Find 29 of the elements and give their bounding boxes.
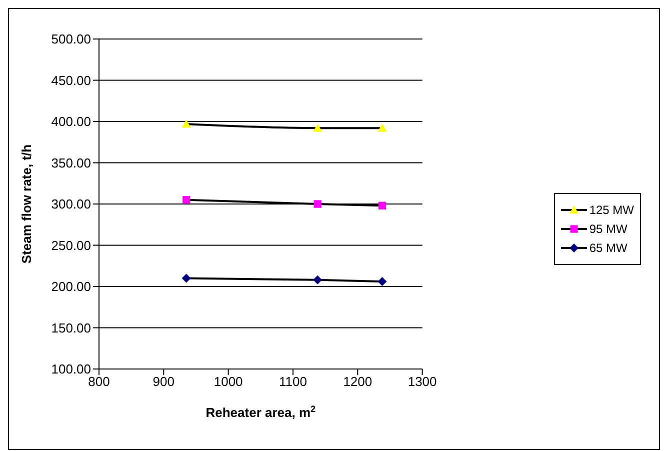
x-axis-title: Reheater area, m$^{2}$ xyxy=(206,404,316,420)
point xyxy=(182,274,191,283)
y-tick-label: 400.00 xyxy=(51,114,91,130)
y-tick-label: 500.00 xyxy=(51,32,91,47)
point xyxy=(378,124,387,132)
point xyxy=(313,275,322,284)
y-tick-label: 250.00 xyxy=(51,238,91,253)
y-tick-label: 350.00 xyxy=(51,155,91,170)
x-tick-label: 1300 xyxy=(408,374,437,390)
y-axis-title: Steam flow rate, t/h xyxy=(19,144,34,264)
x-tick-label: 800 xyxy=(88,374,110,390)
point xyxy=(313,124,322,132)
y-tick-label: 450.00 xyxy=(51,72,91,88)
legend-label: 95 MW xyxy=(589,222,628,236)
x-tick-label: 1100 xyxy=(279,374,307,390)
legend-label: 65 MW xyxy=(589,241,628,255)
y-tick-label: 200.00 xyxy=(51,279,91,294)
y-tick-label: 150.00 xyxy=(51,320,91,336)
x-tick-label: 1000 xyxy=(214,374,243,390)
y-tick-label: 100.00 xyxy=(51,362,91,377)
point xyxy=(182,119,191,128)
point xyxy=(378,277,387,286)
x-tick-label: 900 xyxy=(152,374,175,390)
point xyxy=(182,196,190,204)
y-tick-label: 300.00 xyxy=(51,196,91,212)
legend-label: 125 MW xyxy=(589,203,634,217)
point xyxy=(314,200,322,208)
x-tick-label: 1200 xyxy=(343,374,372,390)
point xyxy=(378,202,386,210)
